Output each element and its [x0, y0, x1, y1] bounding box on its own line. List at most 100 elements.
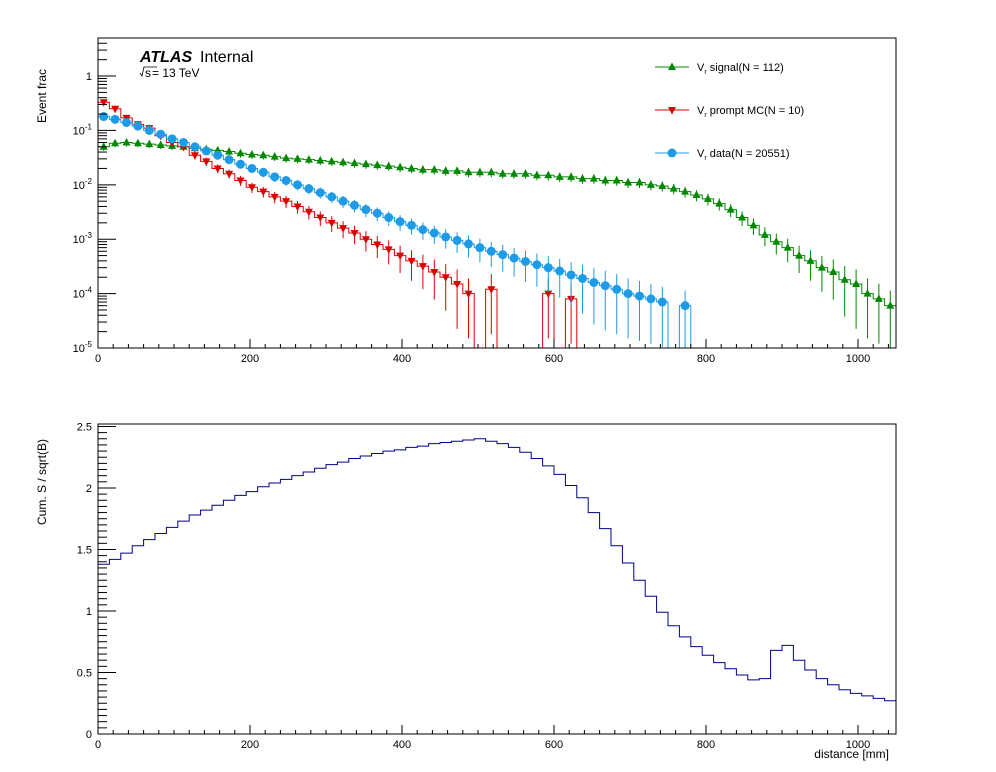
data-point-data: [635, 291, 644, 301]
data-point-prompt_mc: [464, 290, 473, 299]
data-point-signal: [487, 167, 496, 176]
data-point-data: [110, 114, 120, 124]
data-point-signal: [316, 155, 325, 164]
data-point-data: [384, 213, 394, 223]
data-point-signal: [886, 301, 895, 309]
top-y-axis-label: Event frac: [35, 69, 49, 123]
data-point-prompt_mc: [430, 268, 439, 277]
bottom-x-tick-label: 600: [545, 739, 563, 751]
data-point-data: [144, 125, 154, 135]
top-y-tick-label: 10-3: [73, 231, 93, 246]
bottom-x-tick-label: 800: [697, 739, 715, 751]
data-point-signal: [726, 205, 735, 213]
data-point-signal: [601, 176, 610, 184]
bottom-axes: 0 200 400 600 800 1000 0 0.5 1 1.5 2 2.5: [77, 421, 889, 751]
bottom-y-tick-label: 1.5: [77, 544, 92, 556]
data-point-data: [201, 146, 211, 156]
data-point-signal: [703, 194, 712, 202]
data-point-data: [566, 270, 576, 280]
data-point-signal: [544, 170, 553, 179]
data-point-data: [486, 246, 496, 256]
data-point-data: [213, 150, 223, 160]
data-point-signal: [795, 251, 804, 259]
data-point-prompt_mc: [339, 225, 348, 233]
bottom-plot-frame: [97, 423, 897, 735]
data-point-signal: [247, 150, 256, 158]
data-point-prompt_mc: [361, 236, 370, 244]
data-point-prompt_mc: [418, 263, 427, 271]
top-y-tick-label: 1: [86, 71, 92, 83]
data-point-data: [281, 176, 291, 186]
top-axes: 0 200 400 600 800 1000 10-5 10-4 10-3 10-2 10-1 1: [73, 37, 889, 365]
data-point-signal: [578, 174, 587, 182]
data-point-signal: [589, 174, 598, 182]
data-point-prompt_mc: [111, 105, 120, 114]
data-point-prompt_mc: [270, 193, 279, 202]
data-point-data: [372, 208, 382, 218]
data-point-data: [270, 172, 280, 182]
data-point-data: [498, 250, 508, 260]
data-point-signal: [749, 220, 758, 229]
data-point-data: [521, 256, 530, 266]
data-point-signal: [396, 162, 405, 171]
data-point-data: [646, 294, 656, 304]
bottom-y-tick-label: 1: [86, 606, 92, 618]
data-point-signal: [475, 167, 484, 176]
top-x-tick-label: 0: [95, 353, 101, 365]
top-y-tick-label: 10-5: [73, 340, 93, 355]
series-prompt_mc: [98, 99, 896, 349]
data-point-data: [361, 205, 371, 215]
data-point-prompt_mc: [384, 246, 393, 254]
data-point-prompt_mc: [453, 281, 462, 289]
data-point-prompt_mc: [407, 257, 416, 266]
data-point-signal: [327, 156, 336, 165]
data-point-prompt_mc: [304, 208, 313, 217]
data-point-signal: [612, 176, 621, 184]
data-point-data: [418, 225, 428, 235]
data-point-prompt_mc: [99, 99, 108, 107]
top-x-tick-label: 800: [697, 353, 715, 365]
bottom-panel: 0 200 400 600 800 1000 0 0.5 1 1.5 2 2.5 Cum. S / s…: [35, 421, 897, 761]
data-point-signal: [133, 138, 142, 147]
series-prompt_mc-step: [98, 101, 896, 349]
bottom-x-tick-label: 200: [241, 739, 259, 751]
data-point-data: [589, 278, 599, 288]
energy-label: = 13 TeV: [152, 66, 199, 80]
bottom-series-layer: [98, 438, 897, 734]
sqrt-symbol: [139, 66, 157, 78]
data-point-data: [657, 297, 667, 307]
data-point-signal: [567, 172, 576, 180]
data-point-signal: [624, 178, 633, 186]
data-point-data: [304, 184, 314, 194]
data-point-signal: [99, 142, 108, 150]
data-point-signal: [681, 187, 690, 195]
data-point-signal: [635, 178, 644, 186]
legend-label: Vr prompt MC(N = 10): [697, 105, 804, 119]
bottom-x-tick-label: 0: [95, 739, 101, 751]
data-point-data: [464, 239, 473, 249]
bottom-y-tick-label: 2: [86, 483, 92, 495]
data-point-data: [612, 284, 622, 294]
data-point-data: [475, 243, 485, 253]
data-point-prompt_mc: [327, 219, 336, 228]
data-point-signal: [270, 152, 279, 160]
top-panel: 0 200 400 600 800 1000 10-5 10-4 10-3 10-2 10-1 1 E…: [35, 37, 897, 365]
top-x-tick-label: 600: [545, 353, 563, 365]
bottom-y-tick-label: 0.5: [77, 667, 92, 679]
data-point-prompt_mc: [441, 274, 450, 282]
bottom-x-tick-label: 1000: [846, 739, 870, 751]
data-point-data: [429, 228, 439, 238]
data-point-signal: [817, 263, 826, 271]
data-point-signal: [430, 165, 439, 173]
data-point-signal: [532, 170, 541, 179]
series-data: [98, 112, 896, 349]
top-series-layer: [98, 99, 896, 349]
data-point-signal: [122, 137, 131, 146]
data-point-data: [99, 112, 109, 122]
data-point-signal: [658, 181, 667, 190]
data-point-prompt_mc: [236, 177, 245, 186]
data-point-signal: [441, 166, 450, 174]
data-point-prompt_mc: [225, 170, 234, 179]
data-point-data: [395, 217, 405, 227]
legend-entry-signal: Vr signal(N = 112): [655, 62, 784, 76]
